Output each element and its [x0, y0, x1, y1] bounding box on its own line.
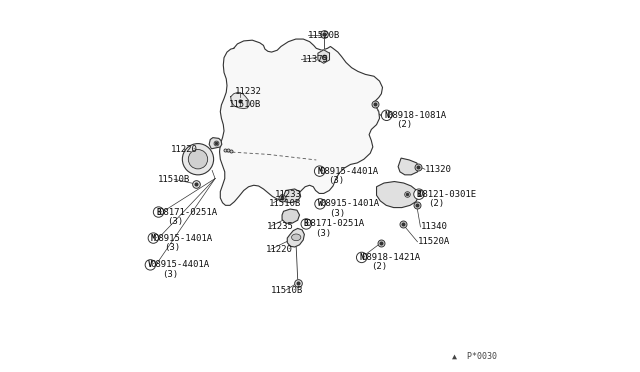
Text: 11520A: 11520A — [417, 237, 450, 246]
Text: (3): (3) — [328, 176, 344, 185]
Text: B: B — [417, 190, 421, 199]
Text: W: W — [317, 199, 323, 208]
Circle shape — [145, 260, 156, 270]
Text: 08915-1401A: 08915-1401A — [154, 234, 212, 243]
Text: N: N — [359, 253, 364, 262]
Text: 11233: 11233 — [275, 190, 301, 199]
Text: 11235: 11235 — [267, 222, 294, 231]
Polygon shape — [376, 182, 419, 208]
Polygon shape — [287, 228, 305, 247]
Circle shape — [381, 110, 392, 121]
Polygon shape — [220, 39, 383, 205]
Circle shape — [148, 233, 159, 243]
Text: 08171-0251A: 08171-0251A — [158, 208, 218, 217]
Text: M: M — [151, 234, 156, 243]
Text: 08121-0301E: 08121-0301E — [417, 190, 477, 199]
Polygon shape — [398, 158, 419, 175]
Text: 08918-1421A: 08918-1421A — [362, 253, 420, 262]
Circle shape — [188, 150, 207, 169]
Text: (2): (2) — [396, 120, 412, 129]
Text: 11232: 11232 — [234, 87, 261, 96]
Circle shape — [301, 219, 312, 229]
Circle shape — [182, 144, 214, 175]
Polygon shape — [209, 138, 222, 149]
Text: (2): (2) — [428, 199, 444, 208]
Text: (3): (3) — [168, 217, 184, 226]
Text: (3): (3) — [162, 270, 178, 279]
Text: V: V — [148, 260, 153, 269]
Text: 08171-0251A: 08171-0251A — [306, 219, 365, 228]
Text: 08915-4401A: 08915-4401A — [319, 167, 378, 176]
Text: 08915-1401A: 08915-1401A — [320, 199, 379, 208]
Circle shape — [154, 207, 164, 217]
Text: 11375: 11375 — [301, 55, 328, 64]
Text: B: B — [304, 219, 308, 228]
Text: 11220: 11220 — [170, 145, 197, 154]
Polygon shape — [283, 189, 301, 203]
Text: N: N — [384, 111, 389, 120]
Text: 11520B: 11520B — [308, 31, 340, 40]
Text: B: B — [156, 208, 161, 217]
Text: 11220: 11220 — [266, 246, 293, 254]
Circle shape — [314, 166, 325, 176]
Text: 11340: 11340 — [420, 222, 447, 231]
Text: (3): (3) — [315, 229, 332, 238]
Text: 11510B: 11510B — [269, 199, 301, 208]
Text: (3): (3) — [164, 243, 180, 252]
Circle shape — [315, 199, 325, 209]
Text: (2): (2) — [371, 262, 387, 271]
Ellipse shape — [292, 234, 301, 241]
Polygon shape — [282, 209, 300, 223]
Text: 11510B: 11510B — [229, 100, 261, 109]
Text: 11320: 11320 — [425, 165, 452, 174]
Text: 11510B: 11510B — [158, 175, 191, 184]
Polygon shape — [231, 92, 250, 109]
Text: 08918-1081A: 08918-1081A — [387, 111, 446, 120]
Circle shape — [356, 252, 367, 263]
Text: 08915-4401A: 08915-4401A — [151, 260, 210, 269]
Circle shape — [413, 189, 424, 199]
Text: M: M — [317, 167, 322, 176]
Text: (3): (3) — [329, 209, 345, 218]
Text: 11510B: 11510B — [271, 286, 303, 295]
Text: ▲  P*0030: ▲ P*0030 — [452, 352, 497, 361]
Polygon shape — [318, 50, 330, 63]
